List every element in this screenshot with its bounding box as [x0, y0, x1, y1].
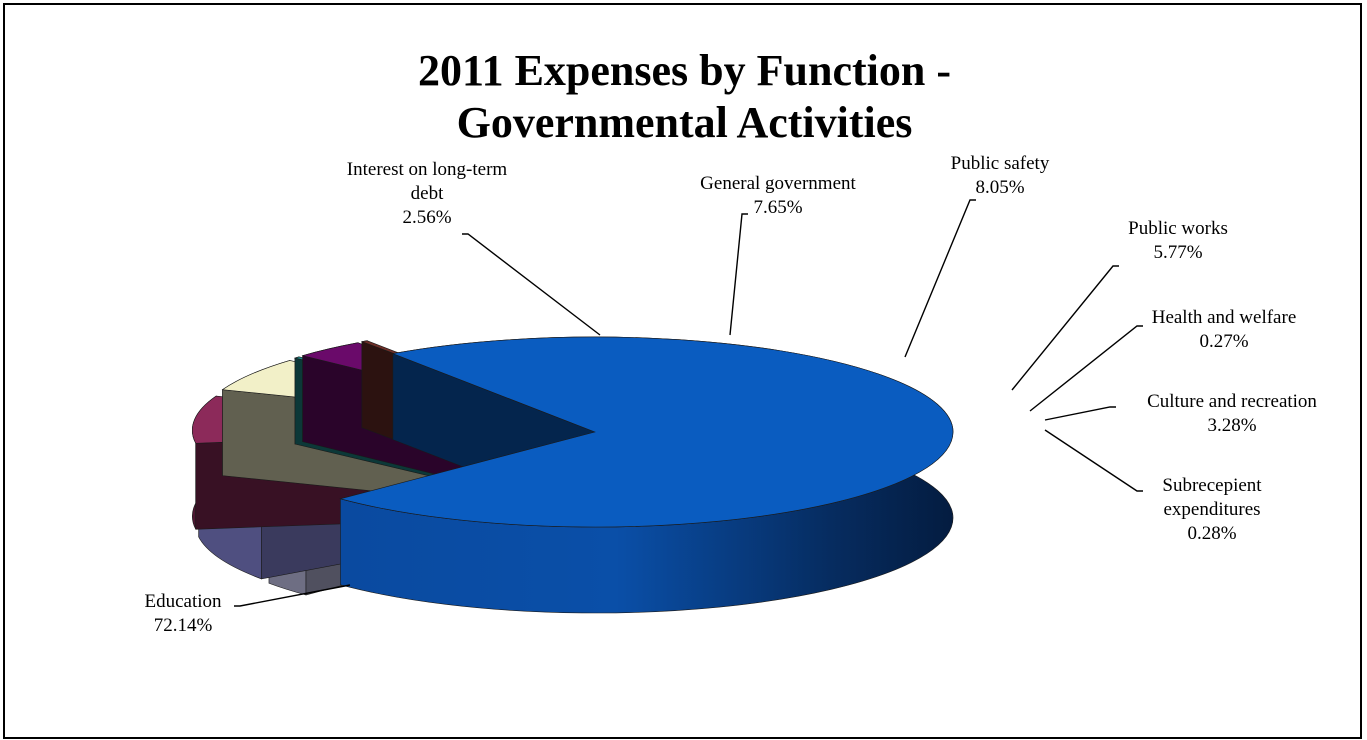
slice-labels: Education 72.14% Interest on long-term debt… — [144, 153, 1317, 636]
leader-line-4 — [1011, 265, 1119, 391]
leader-line-1 — [462, 233, 601, 336]
slice-label-3-line-0: Public safety — [951, 153, 1050, 174]
leader-lines — [234, 199, 1143, 607]
slice-label-2-line-0: General government — [700, 173, 856, 194]
slice-label-4-line-1: 5.77% — [1153, 242, 1202, 263]
slice-label-3: Public safety 8.05% — [951, 153, 1050, 198]
leader-line-3 — [904, 199, 976, 358]
slice-label-6-line-1: 3.28% — [1207, 415, 1256, 436]
slice-label-5-line-0: Health and welfare — [1152, 307, 1297, 328]
slice-label-4: Public works 5.77% — [1128, 218, 1228, 263]
slice-label-5: Health and welfare 0.27% — [1152, 307, 1297, 352]
leader-line-0 — [234, 584, 351, 607]
chart-title-line-1: 2011 Expenses by Function - — [418, 46, 951, 95]
leader-line-7 — [1044, 429, 1143, 492]
leader-line-5 — [1029, 325, 1143, 412]
slice-label-6: Culture and recreation 3.28% — [1147, 391, 1317, 436]
slice-label-7-line-0: Subrecepient — [1162, 475, 1262, 496]
slice-label-4-line-0: Public works — [1128, 218, 1228, 239]
slice-label-7: Subrecepient expenditures 0.28% — [1162, 475, 1262, 544]
slice-label-5-line-1: 0.27% — [1199, 331, 1248, 352]
slice-label-1: Interest on long-term debt 2.56% — [347, 159, 508, 228]
leader-line-6 — [1044, 406, 1116, 421]
slice-label-2: General government 7.65% — [700, 173, 856, 218]
slice-label-0-line-0: Education — [144, 591, 222, 612]
slice-label-0: Education 72.14% — [144, 591, 222, 636]
slice-label-0-line-1: 72.14% — [154, 615, 213, 636]
slice-label-3-line-1: 8.05% — [975, 177, 1024, 198]
slice-label-2-line-1: 7.65% — [753, 197, 802, 218]
slice-label-7-line-2: 0.28% — [1187, 523, 1236, 544]
slice-0 — [339, 336, 954, 614]
leader-line-2 — [729, 213, 748, 336]
pie-slices — [192, 336, 954, 614]
slice-label-1-line-2: 2.56% — [402, 207, 451, 228]
slice-label-1-line-1: debt — [411, 183, 444, 204]
slice-label-1-line-0: Interest on long-term — [347, 159, 508, 180]
chart-title-line-2: Governmental Activities — [456, 98, 913, 147]
chart-title: 2011 Expenses by Function - Governmental… — [5, 45, 1364, 149]
slice-label-6-line-0: Culture and recreation — [1147, 391, 1317, 412]
slice-0-top — [339, 336, 954, 528]
slice-label-7-line-1: expenditures — [1163, 499, 1260, 520]
